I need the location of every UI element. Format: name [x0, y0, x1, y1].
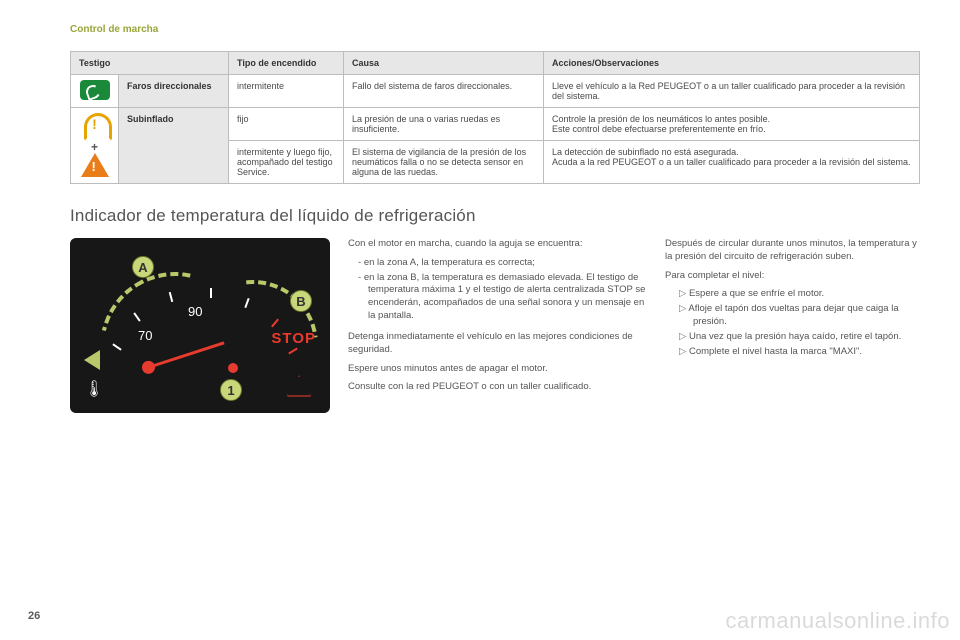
gauge-num-70: 70 [138, 328, 152, 343]
col2-step: Complete el nivel hasta la marca "MAXI". [679, 346, 920, 359]
warning-triangle-icon [81, 153, 109, 177]
cell-icon-faros [71, 75, 119, 108]
table-header-row: Testigo Tipo de encendido Causa Acciones… [71, 52, 920, 75]
text-column-2: Después de circular durante unos minutos… [665, 238, 920, 361]
cell-tipo: fijo [229, 108, 344, 141]
gauge-max-dot [228, 363, 238, 373]
th-causa: Causa [344, 52, 544, 75]
plus-icon: + [91, 140, 98, 154]
cell-accion: Controle la presión de los neumáticos lo… [544, 108, 920, 141]
table-row: + Subinflado fijo La presión de una o va… [71, 108, 920, 141]
col2-step: Una vez que la presión haya caído, retir… [679, 331, 920, 344]
col1-intro: Con el motor en marcha, cuando la aguja … [348, 238, 647, 251]
watermark: carmanualsonline.info [725, 608, 950, 634]
col1-bullet: en la zona A, la temperatura es correcta… [358, 257, 647, 270]
gauge-stop-label: STOP [271, 330, 316, 347]
th-tipo: Tipo de encendido [229, 52, 344, 75]
warning-table: Testigo Tipo de encendido Causa Acciones… [70, 51, 920, 184]
tire-pressure-icon [80, 113, 110, 139]
table-row: Faros direccionales intermitente Fallo d… [71, 75, 920, 108]
cell-label: Faros direccionales [119, 75, 229, 108]
col2-step: Espere a que se enfríe el motor. [679, 288, 920, 301]
page-number: 26 [28, 610, 40, 622]
cell-accion: La detección de subinflado no está asegu… [544, 141, 920, 184]
section-title: Control de marcha [70, 24, 920, 35]
gauge-figure: 70 90 A B 1 STOP 🌡 [70, 238, 330, 413]
faros-icon [80, 80, 110, 100]
th-testigo: Testigo [71, 52, 229, 75]
col2-steps: Espere a que se enfríe el motor. Afloje … [665, 288, 920, 358]
th-acciones: Acciones/Observaciones [544, 52, 920, 75]
cell-tipo: intermitente y luego fijo, acompañado de… [229, 141, 344, 184]
col1-bullets: en la zona A, la temperatura es correcta… [348, 257, 647, 323]
col2-step: Afloje el tapón dos vueltas para dejar q… [679, 303, 920, 329]
col1-p3: Consulte con la red PEUGEOT o con un tal… [348, 381, 647, 394]
cell-icon-subinflado: + [71, 108, 119, 184]
col2-p2: Para completar el nivel: [665, 270, 920, 283]
cell-accion: Lleve el vehículo a la Red PEUGEOT o a u… [544, 75, 920, 108]
gauge-callout-b: B [290, 290, 312, 312]
thermometer-icon: 🌡 [84, 379, 104, 399]
cell-causa: El sistema de vigilancia de la presión d… [344, 141, 544, 184]
col1-bullet: en la zona B, la temperatura es demasiad… [358, 272, 647, 323]
col1-p1: Detenga inmediatamente el vehículo en la… [348, 331, 647, 357]
gauge-num-90: 90 [188, 304, 202, 319]
gauge-arrow-left-icon [84, 350, 100, 370]
cell-label: Subinflado [119, 108, 229, 184]
coolant-gauge: 70 90 A B 1 STOP 🌡 [70, 238, 330, 413]
cell-causa: La presión de una o varias ruedas es ins… [344, 108, 544, 141]
gauge-callout-a: A [132, 256, 154, 278]
cell-causa: Fallo del sistema de faros direccionales… [344, 75, 544, 108]
col2-p1: Después de circular durante unos minutos… [665, 238, 920, 264]
text-column-1: Con el motor en marcha, cuando la aguja … [348, 238, 647, 400]
col1-p2: Espere unos minutos antes de apagar el m… [348, 363, 647, 376]
page-heading: Indicador de temperatura del líquido de … [70, 206, 920, 226]
gauge-callout-1: 1 [220, 379, 242, 401]
cell-tipo: intermitente [229, 75, 344, 108]
